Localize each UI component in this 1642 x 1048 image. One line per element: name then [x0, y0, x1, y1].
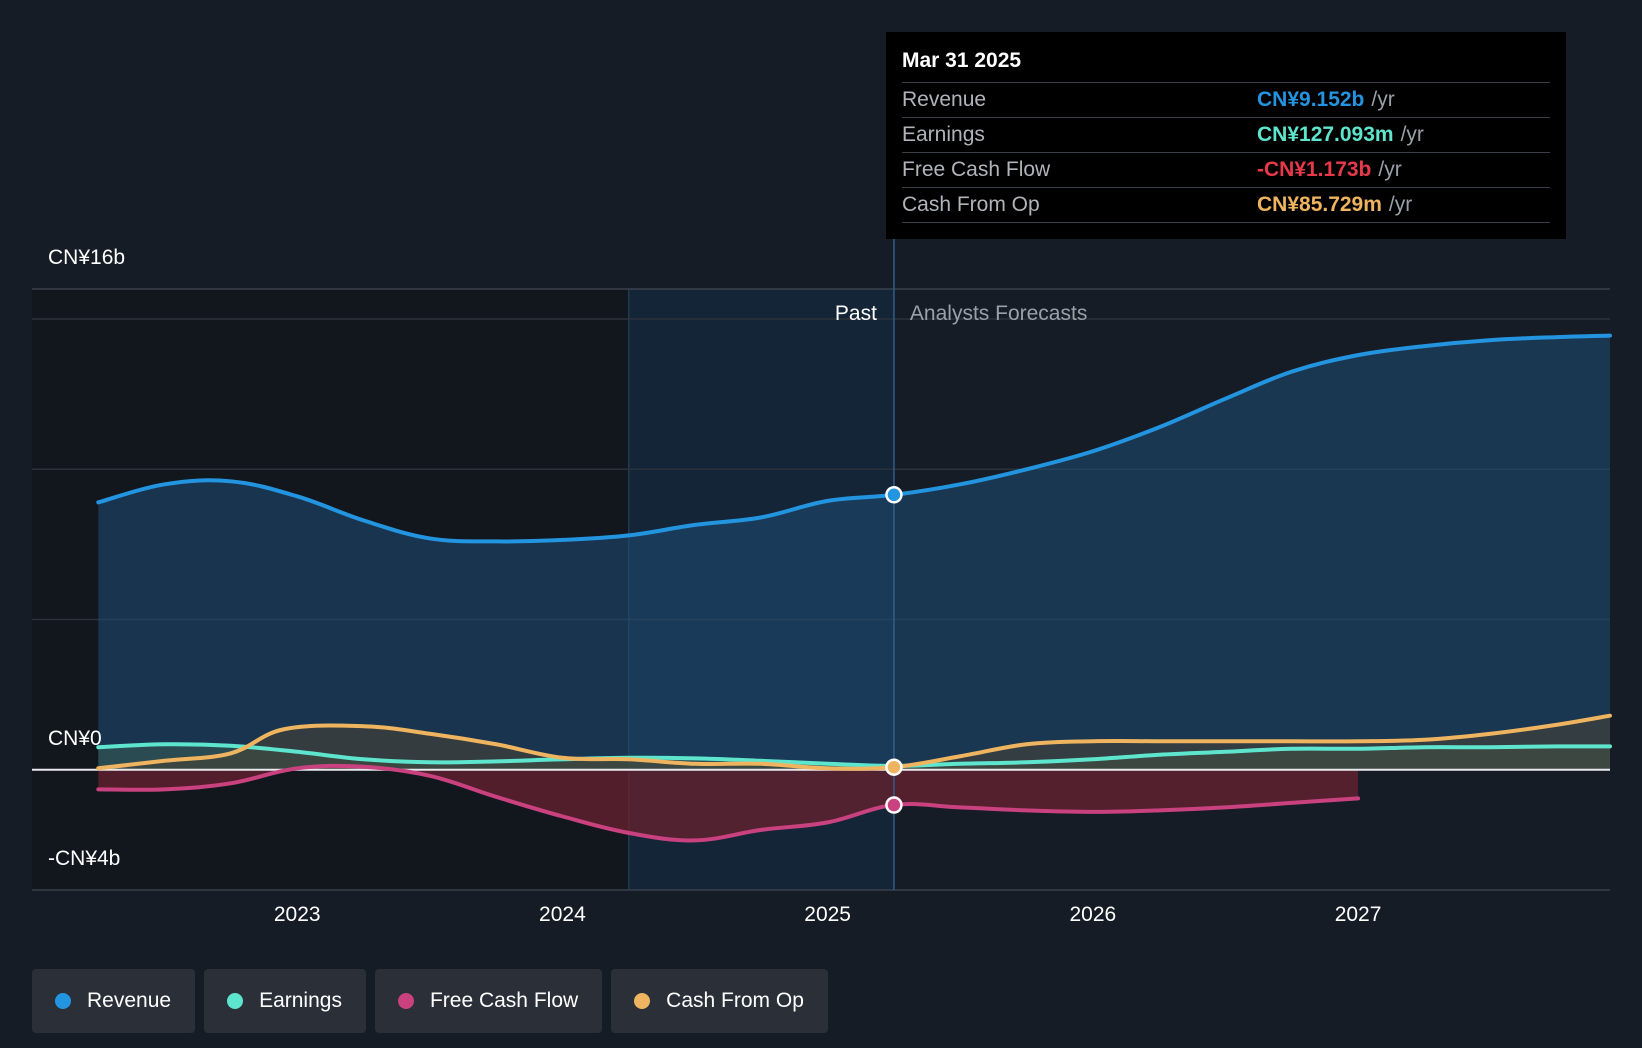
x-tick-label: 2025 — [804, 903, 851, 926]
legend-dot-icon — [227, 993, 244, 1009]
tooltip-unit: /yr — [1378, 158, 1402, 181]
tooltip-label: Free Cash Flow — [902, 158, 1051, 181]
area-revenue — [98, 335, 1611, 770]
tooltip-row-free-cash-flow: Free Cash Flow -CN¥1.173b /yr — [902, 152, 1550, 187]
legend-dot-icon — [397, 993, 414, 1009]
tooltip-label: Cash From Op — [902, 193, 1040, 216]
legend-label: Revenue — [87, 989, 172, 1012]
tooltip-value: CN¥127.093m — [1257, 123, 1394, 146]
legend-label: Free Cash Flow — [429, 989, 579, 1012]
tooltip-label: Revenue — [902, 88, 987, 111]
legend-item-earnings[interactable]: Earnings — [204, 969, 366, 1033]
legend-item-cash-from-op[interactable]: Cash From Op — [611, 969, 828, 1033]
forecast-label: Analysts Forecasts — [910, 302, 1087, 325]
legend: Revenue Earnings Free Cash Flow Cash Fro… — [32, 969, 828, 1033]
y-tick-label: CN¥16b — [48, 246, 125, 269]
line-free-cash-flow — [96, 763, 1361, 843]
x-tick-label: 2026 — [1069, 903, 1116, 926]
tooltip-value: -CN¥1.173b — [1257, 158, 1372, 181]
tooltip-unit: /yr — [1400, 123, 1424, 146]
marker-revenue — [885, 486, 903, 504]
legend-dot-icon — [634, 993, 651, 1009]
past-label: Past — [835, 302, 877, 325]
tooltip-value: CN¥85.729m — [1257, 193, 1382, 216]
marker-free-cash-flow — [885, 796, 903, 814]
tooltip-label: Earnings — [902, 123, 985, 146]
line-revenue — [96, 333, 1612, 544]
x-tick-label: 2027 — [1335, 903, 1382, 926]
legend-dot-icon — [55, 993, 71, 1009]
line-cash-from-op — [96, 713, 1612, 771]
legend-label: Earnings — [259, 989, 342, 1012]
area-cash-from-op — [98, 715, 1611, 770]
tooltip-row-cash-from-op: Cash From Op CN¥85.729m /yr — [902, 187, 1550, 223]
line-earnings — [96, 742, 1612, 768]
legend-label: Cash From Op — [666, 989, 804, 1012]
tooltip-value: CN¥9.152b — [1257, 88, 1365, 111]
tooltip-row-revenue: Revenue CN¥9.152b /yr — [902, 82, 1550, 117]
legend-item-revenue[interactable]: Revenue — [32, 969, 196, 1033]
area-neg-free-cash-flow — [98, 769, 1359, 841]
tooltip-date: Mar 31 2025 — [902, 49, 1022, 72]
legend-item-free-cash-flow[interactable]: Free Cash Flow — [374, 969, 603, 1033]
tooltip: Mar 31 2025 Revenue CN¥9.152b /yr Earnin… — [886, 32, 1566, 239]
tooltip-unit: /yr — [1388, 193, 1413, 216]
tooltip-unit: /yr — [1371, 88, 1395, 111]
x-tick-label: 2024 — [539, 903, 586, 926]
marker-cash-from-op — [885, 758, 903, 776]
tooltip-row-earnings: Earnings CN¥127.093m /yr — [902, 117, 1550, 152]
y-tick-label: CN¥0 — [48, 727, 102, 750]
x-tick-label: 2023 — [274, 903, 321, 926]
y-tick-label: -CN¥4b — [48, 847, 120, 870]
